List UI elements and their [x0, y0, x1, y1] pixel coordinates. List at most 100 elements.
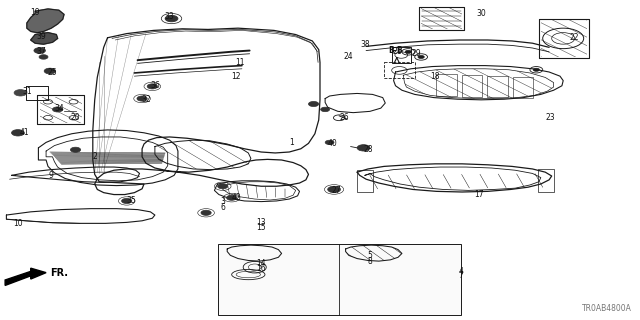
- Text: 4: 4: [458, 267, 463, 276]
- Text: 28: 28: [364, 145, 372, 154]
- PathPatch shape: [360, 15, 449, 60]
- PathPatch shape: [369, 27, 592, 138]
- Circle shape: [227, 195, 237, 200]
- Bar: [513, 76, 533, 98]
- Circle shape: [34, 48, 45, 53]
- Text: 27: 27: [331, 186, 341, 195]
- Text: 13: 13: [256, 218, 266, 227]
- Circle shape: [14, 90, 27, 96]
- Text: 7: 7: [458, 271, 463, 280]
- PathPatch shape: [442, 0, 531, 19]
- PathPatch shape: [336, 226, 412, 280]
- Text: 21: 21: [392, 47, 401, 56]
- PathPatch shape: [34, 73, 134, 123]
- Text: 23: 23: [545, 113, 556, 122]
- Text: 5: 5: [367, 252, 372, 260]
- PathPatch shape: [320, 52, 543, 163]
- PathPatch shape: [308, 236, 385, 290]
- PathPatch shape: [300, 239, 376, 293]
- PathPatch shape: [327, 229, 403, 284]
- Text: 42: 42: [232, 193, 242, 202]
- Text: 25: 25: [47, 68, 58, 77]
- PathPatch shape: [271, 76, 493, 188]
- Circle shape: [122, 198, 132, 204]
- PathPatch shape: [99, 123, 248, 212]
- Text: 14: 14: [256, 259, 266, 268]
- PathPatch shape: [390, 207, 466, 261]
- PathPatch shape: [0, 103, 74, 153]
- PathPatch shape: [404, 0, 493, 37]
- PathPatch shape: [487, 13, 615, 77]
- PathPatch shape: [0, 107, 67, 157]
- PathPatch shape: [479, 17, 606, 81]
- PathPatch shape: [317, 232, 394, 287]
- PathPatch shape: [300, 61, 523, 173]
- Text: 37: 37: [36, 47, 47, 56]
- PathPatch shape: [28, 76, 128, 126]
- PathPatch shape: [111, 118, 260, 207]
- Circle shape: [52, 107, 63, 112]
- Text: B-B: B-B: [388, 46, 403, 55]
- Circle shape: [325, 140, 334, 145]
- Circle shape: [405, 50, 412, 53]
- PathPatch shape: [360, 32, 582, 143]
- PathPatch shape: [330, 47, 552, 158]
- Polygon shape: [31, 33, 58, 44]
- PathPatch shape: [291, 242, 367, 296]
- Text: 24: 24: [344, 52, 354, 60]
- PathPatch shape: [470, 21, 598, 85]
- Text: 8: 8: [367, 257, 372, 266]
- Text: 16: 16: [256, 264, 266, 273]
- PathPatch shape: [504, 4, 632, 68]
- PathPatch shape: [445, 34, 572, 98]
- PathPatch shape: [170, 93, 319, 182]
- PathPatch shape: [86, 128, 236, 217]
- Text: 40: 40: [328, 139, 338, 148]
- PathPatch shape: [291, 66, 513, 178]
- Bar: [384, 62, 415, 78]
- Text: 6: 6: [220, 203, 225, 212]
- PathPatch shape: [427, 0, 516, 26]
- Bar: [436, 74, 457, 96]
- Text: 20: 20: [70, 113, 81, 122]
- PathPatch shape: [564, 0, 640, 38]
- Text: 19: 19: [30, 8, 40, 17]
- PathPatch shape: [367, 11, 456, 56]
- PathPatch shape: [310, 56, 533, 168]
- Circle shape: [533, 68, 540, 71]
- Text: 41: 41: [19, 128, 29, 137]
- PathPatch shape: [409, 7, 632, 118]
- Circle shape: [44, 68, 56, 74]
- Polygon shape: [27, 9, 64, 33]
- Circle shape: [218, 184, 228, 189]
- PathPatch shape: [0, 100, 81, 150]
- Text: 30: 30: [476, 9, 486, 18]
- PathPatch shape: [146, 103, 295, 192]
- PathPatch shape: [513, 0, 640, 64]
- PathPatch shape: [193, 83, 343, 172]
- Bar: [538, 169, 554, 192]
- Text: 17: 17: [474, 190, 484, 199]
- PathPatch shape: [538, 0, 640, 51]
- PathPatch shape: [436, 38, 564, 102]
- PathPatch shape: [429, 0, 640, 108]
- PathPatch shape: [280, 71, 503, 183]
- Text: 33: 33: [164, 12, 175, 20]
- PathPatch shape: [459, 0, 640, 93]
- Text: 9: 9: [49, 171, 54, 180]
- PathPatch shape: [372, 213, 448, 268]
- Text: 10: 10: [13, 220, 23, 228]
- Text: 39: 39: [36, 32, 47, 41]
- Circle shape: [321, 107, 330, 112]
- PathPatch shape: [412, 0, 501, 34]
- Circle shape: [357, 145, 370, 151]
- PathPatch shape: [0, 96, 88, 147]
- PathPatch shape: [479, 0, 640, 84]
- Circle shape: [70, 147, 81, 152]
- Circle shape: [418, 55, 424, 59]
- Bar: [357, 170, 373, 192]
- PathPatch shape: [51, 143, 200, 232]
- PathPatch shape: [345, 223, 420, 277]
- PathPatch shape: [419, 0, 508, 30]
- PathPatch shape: [134, 108, 284, 197]
